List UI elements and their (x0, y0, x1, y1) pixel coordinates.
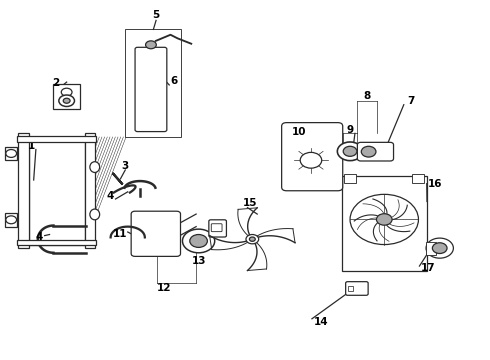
Circle shape (350, 194, 418, 244)
Bar (5, 213, 17, 226)
FancyBboxPatch shape (135, 47, 167, 132)
Text: 10: 10 (292, 127, 306, 136)
Circle shape (337, 142, 363, 161)
Text: 4: 4 (107, 191, 114, 201)
Bar (426, 242, 436, 255)
Text: 2: 2 (52, 78, 59, 88)
Bar (342, 176, 427, 271)
Text: 4: 4 (35, 232, 43, 242)
Text: 1: 1 (27, 141, 35, 151)
Text: 11: 11 (113, 229, 128, 239)
Text: 12: 12 (157, 283, 171, 293)
FancyBboxPatch shape (131, 211, 180, 256)
Text: 6: 6 (171, 76, 178, 86)
Bar (5, 147, 17, 160)
Circle shape (59, 95, 74, 107)
Bar (29, 137, 85, 244)
FancyBboxPatch shape (357, 142, 393, 161)
Circle shape (249, 237, 255, 241)
Bar (347, 285, 353, 291)
Circle shape (190, 234, 207, 247)
Text: 17: 17 (421, 263, 436, 273)
Circle shape (6, 149, 17, 157)
FancyBboxPatch shape (345, 282, 368, 295)
Circle shape (376, 214, 392, 225)
FancyBboxPatch shape (209, 220, 226, 237)
Circle shape (182, 229, 215, 253)
Text: 8: 8 (364, 91, 371, 101)
Circle shape (432, 243, 447, 253)
Circle shape (246, 234, 259, 244)
Ellipse shape (90, 162, 99, 172)
Text: 13: 13 (191, 256, 206, 266)
Circle shape (343, 146, 357, 156)
Circle shape (63, 98, 70, 103)
Circle shape (6, 216, 17, 224)
Circle shape (426, 238, 453, 258)
Bar (17, 136, 96, 142)
FancyBboxPatch shape (211, 224, 222, 231)
Text: 5: 5 (152, 10, 160, 20)
Bar (344, 175, 356, 183)
Bar (413, 175, 424, 183)
Bar (18, 134, 29, 248)
Text: 3: 3 (122, 161, 129, 171)
Text: 14: 14 (314, 317, 328, 327)
Bar (85, 134, 95, 248)
FancyBboxPatch shape (282, 123, 343, 191)
Circle shape (300, 152, 322, 168)
Text: 15: 15 (243, 198, 257, 208)
Circle shape (361, 146, 376, 157)
Circle shape (61, 88, 72, 96)
Circle shape (146, 41, 156, 49)
Ellipse shape (90, 209, 99, 220)
Text: 9: 9 (346, 125, 354, 135)
Bar (53, 84, 80, 109)
Text: 7: 7 (408, 96, 415, 106)
Bar (17, 239, 96, 245)
Text: 16: 16 (428, 179, 443, 189)
Bar (125, 30, 181, 137)
